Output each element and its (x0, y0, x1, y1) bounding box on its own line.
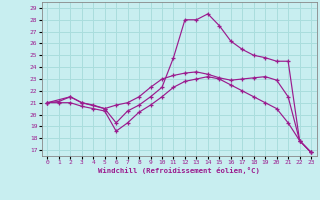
X-axis label: Windchill (Refroidissement éolien,°C): Windchill (Refroidissement éolien,°C) (98, 167, 260, 174)
